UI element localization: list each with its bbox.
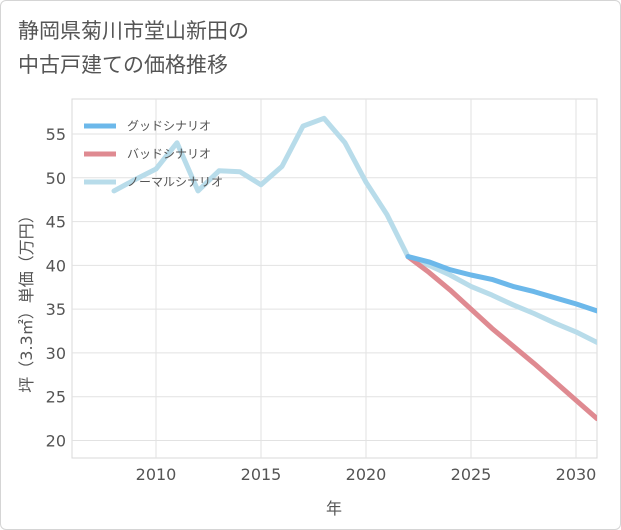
legend-label-2: ノーマルシナリオ: [127, 175, 223, 189]
x-tick-label: 2030: [556, 465, 597, 484]
y-tick-label: 25: [46, 388, 66, 407]
legend-label-0: グッドシナリオ: [127, 119, 211, 133]
y-tick-label: 45: [46, 213, 66, 232]
y-tick-label: 55: [46, 125, 66, 144]
x-axis-label: 年: [326, 499, 342, 518]
y-axis-ticks: 20 25 30 35 40 45 50 55: [46, 125, 66, 450]
chart-title: 静岡県菊川市堂山新田の 中古戸建ての価格推移: [18, 14, 249, 82]
y-tick-label: 20: [46, 431, 66, 450]
series-line-1: [405, 254, 597, 422]
x-tick-label: 2010: [136, 465, 177, 484]
x-tick-label: 2025: [451, 465, 492, 484]
plot-area-border: [71, 98, 598, 459]
x-tick-label: 2015: [241, 465, 282, 484]
y-tick-label: 40: [46, 256, 66, 275]
series-line-2: [111, 115, 597, 345]
legend-label-1: バッドシナリオ: [127, 147, 211, 161]
y-tick-label: 30: [46, 344, 66, 363]
series-lines: [111, 115, 597, 422]
x-axis-ticks: 2010 2015 2020 2025 2030: [136, 465, 597, 484]
x-tick-label: 2020: [346, 465, 387, 484]
chart-title-line-1: 静岡県菊川市堂山新田の: [18, 19, 249, 43]
y-tick-label: 35: [46, 300, 66, 319]
chart-title-line-2: 中古戸建ての価格推移: [18, 53, 228, 77]
series-line-0: [405, 254, 597, 314]
y-axis-label: 坪（3.3㎡）単価（万円）: [17, 207, 36, 392]
y-tick-label: 50: [46, 169, 66, 188]
